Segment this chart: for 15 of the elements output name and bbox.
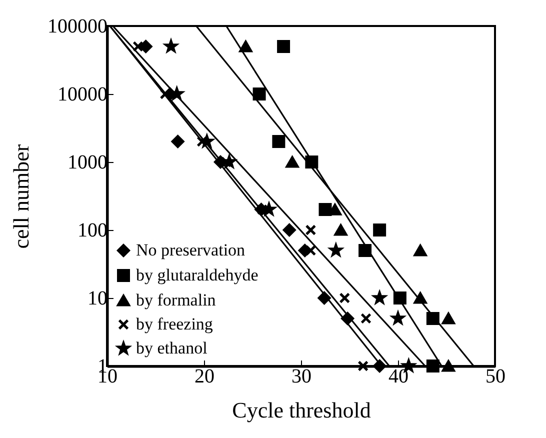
x-axis-title: Cycle threshold <box>232 398 371 422</box>
x-tick-label: 30 <box>292 366 312 388</box>
legend-label: by ethanol <box>136 338 208 358</box>
legend-label: by glutaraldehyde <box>136 266 258 284</box>
y-tick-label: 100000 <box>48 16 108 38</box>
legend-label: No preservation <box>136 240 246 260</box>
x-tick-label: 20 <box>194 366 214 388</box>
legend-label: by formalin <box>136 290 216 310</box>
x-tick-label: 50 <box>486 366 506 388</box>
x-tick-label: 40 <box>388 366 408 388</box>
y-tick-label: 1000 <box>68 152 108 174</box>
y-axis-title: cell number <box>8 144 34 249</box>
legend-label: by freezing <box>136 314 214 334</box>
y-tick-label: 10000 <box>58 84 108 106</box>
y-tick-label: 100 <box>78 220 108 242</box>
